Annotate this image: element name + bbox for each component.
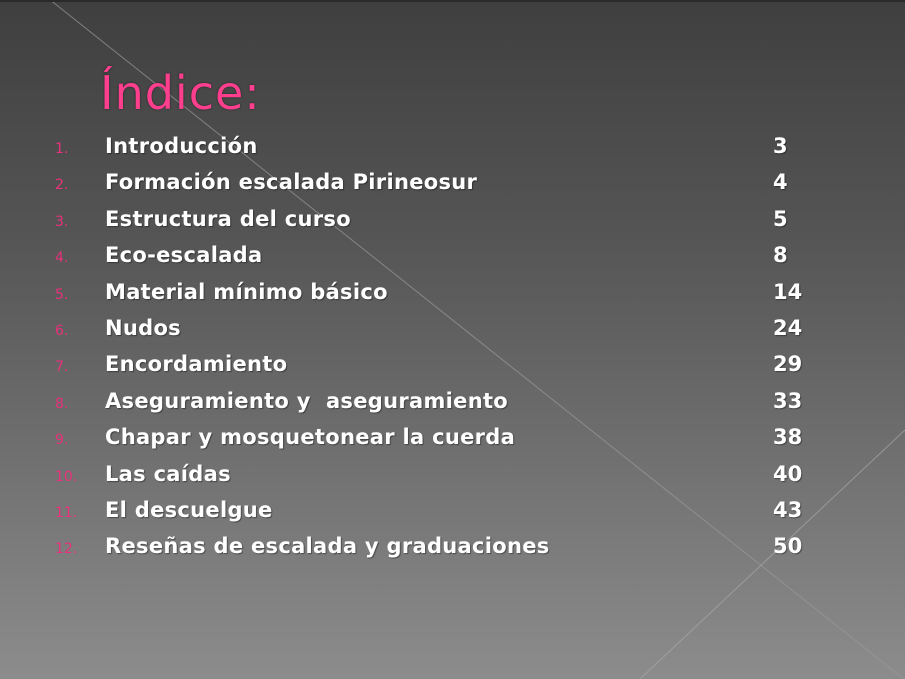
index-item: 5. Material mínimo básico 14 bbox=[0, 280, 905, 316]
item-label: Introducción bbox=[105, 134, 258, 158]
index-item: 6. Nudos 24 bbox=[0, 316, 905, 352]
item-number: 2. bbox=[55, 177, 69, 194]
index-item: 11. El descuelgue 43 bbox=[0, 498, 905, 534]
item-label: Encordamiento bbox=[105, 352, 288, 377]
item-label: Estructura del curso bbox=[105, 206, 351, 231]
item-page: 8 bbox=[773, 243, 788, 268]
item-number: 3. bbox=[55, 213, 69, 230]
item-number: 4. bbox=[55, 250, 69, 267]
index-item: 8. Aseguramiento y aseguramiento 33 bbox=[0, 389, 905, 425]
slide-title: Índice: bbox=[100, 66, 261, 120]
item-page: 24 bbox=[773, 316, 803, 340]
item-page: 14 bbox=[773, 279, 803, 304]
item-label: Nudos bbox=[105, 316, 181, 340]
item-page: 38 bbox=[773, 425, 803, 450]
index-item: 9. Chapar y mosquetonear la cuerda 38 bbox=[0, 425, 905, 461]
item-number: 9. bbox=[55, 432, 69, 449]
item-page: 40 bbox=[773, 461, 803, 486]
item-label: Material mínimo básico bbox=[105, 279, 388, 304]
item-page: 5 bbox=[773, 206, 788, 231]
item-number: 8. bbox=[55, 395, 69, 412]
item-page: 43 bbox=[773, 498, 803, 522]
item-page: 4 bbox=[773, 170, 788, 195]
item-label: Formación escalada Pirineosur bbox=[105, 170, 478, 195]
item-number: 10. bbox=[55, 468, 78, 485]
item-label: Reseñas de escalada y graduaciones bbox=[105, 534, 550, 559]
item-number: 5. bbox=[55, 286, 69, 303]
item-number: 12. bbox=[55, 541, 78, 558]
index-item: 12. Reseñas de escalada y graduaciones 5… bbox=[0, 534, 905, 570]
item-label: Eco-escalada bbox=[105, 243, 263, 268]
item-page: 33 bbox=[773, 388, 803, 413]
index-item: 10. Las caídas 40 bbox=[0, 462, 905, 498]
item-number: 11. bbox=[55, 505, 78, 521]
index-item: 3. Estructura del curso 5 bbox=[0, 207, 905, 243]
index-item: 4. Eco-escalada 8 bbox=[0, 243, 905, 279]
index-item: 2. Formación escalada Pirineosur 4 bbox=[0, 170, 905, 206]
index-item: 7. Encordamiento 29 bbox=[0, 352, 905, 388]
item-page: 3 bbox=[773, 134, 788, 158]
item-label: Aseguramiento y aseguramiento bbox=[105, 388, 509, 413]
item-label: El descuelgue bbox=[105, 498, 273, 522]
item-number: 1. bbox=[55, 141, 69, 157]
diagonal-line bbox=[639, 429, 905, 679]
item-page: 50 bbox=[773, 534, 803, 559]
index-item: 1. Introducción 3 bbox=[0, 134, 905, 170]
item-label: Las caídas bbox=[105, 461, 231, 486]
item-label: Chapar y mosquetonear la cuerda bbox=[105, 425, 516, 450]
top-border bbox=[0, 0, 905, 2]
item-page: 29 bbox=[773, 352, 803, 377]
item-number: 7. bbox=[55, 359, 69, 376]
item-number: 6. bbox=[55, 323, 69, 339]
